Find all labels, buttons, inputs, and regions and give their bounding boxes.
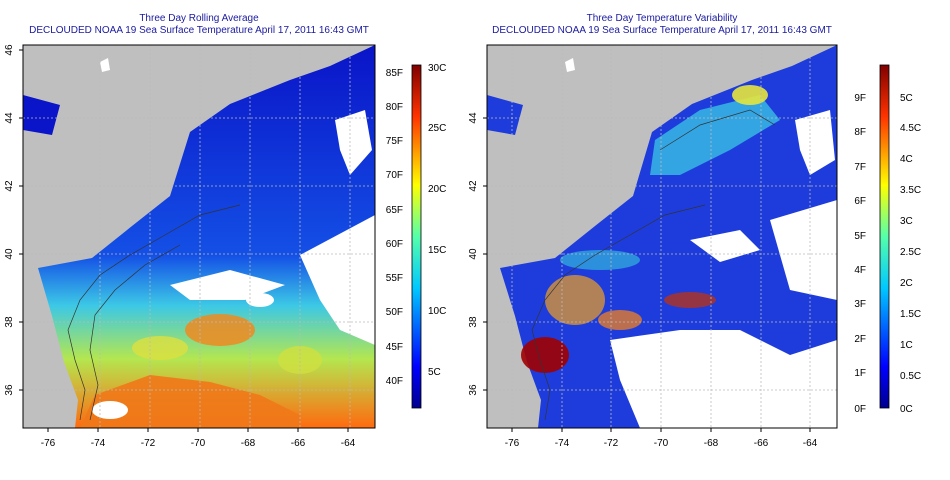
left-colorbar-c-label: 15C <box>428 245 446 256</box>
right-colorbar-f-label: 3F <box>854 299 866 310</box>
right-colorbar-c-label: 4.5C <box>900 123 921 134</box>
left-colorbar-c-label: 5C <box>428 367 441 378</box>
left-colorbar-f-label: 45F <box>386 342 403 353</box>
right-y-tick: 44 <box>468 112 479 124</box>
right-colorbar-c-label: 2C <box>900 278 913 289</box>
left-x-tick: -70 <box>191 438 206 449</box>
right-colorbar-f-label: 5F <box>854 231 866 242</box>
right-colorbar-f-label: 4F <box>854 265 866 276</box>
left-colorbar-f-label: 75F <box>386 136 403 147</box>
right-y-tick: 40 <box>468 248 479 260</box>
left-x-tick: -68 <box>241 438 256 449</box>
left-colorbar-f-label: 70F <box>386 170 403 181</box>
left-colorbar-f-label: 55F <box>386 273 403 284</box>
left-y-tick: 40 <box>4 248 15 260</box>
right-colorbar-c-label: 1C <box>900 340 913 351</box>
right-colorbar-f-label: 1F <box>854 368 866 379</box>
left-x-tick: -72 <box>141 438 156 449</box>
right-colorbar-c-label: 1.5C <box>900 309 921 320</box>
right-y-tick: 36 <box>468 384 479 396</box>
right-colorbar-c-label: 5C <box>900 93 913 104</box>
left-x-tick: -64 <box>341 438 356 449</box>
left-colorbar-f-label: 65F <box>386 205 403 216</box>
left-panel: Three Day Rolling Average DECLOUDED NOAA… <box>4 13 446 449</box>
right-colorbar-f-label: 7F <box>854 162 866 173</box>
right-x-tick: -76 <box>505 438 520 449</box>
right-x-tick: -74 <box>555 438 570 449</box>
left-panel-title: Three Day Rolling Average <box>139 13 259 24</box>
right-colorbar <box>879 64 890 409</box>
right-x-tick: -68 <box>704 438 719 449</box>
right-colorbar-f-label: 9F <box>854 93 866 104</box>
right-y-tick: 38 <box>468 316 479 328</box>
left-x-tick: -66 <box>291 438 306 449</box>
right-colorbar-c-label: 2.5C <box>900 247 921 258</box>
left-colorbar-f-label: 85F <box>386 68 403 79</box>
left-ocean <box>38 45 375 428</box>
left-y-tick: 38 <box>4 316 15 328</box>
left-y-tick: 44 <box>4 112 15 124</box>
right-colorbar-c-label: 0C <box>900 404 913 415</box>
right-colorbar-f-label: 8F <box>854 127 866 138</box>
left-colorbar-f-label: 40F <box>386 376 403 387</box>
left-colorbar-c-label: 25C <box>428 123 446 134</box>
right-x-tick: -72 <box>604 438 619 449</box>
left-panel-subtitle: DECLOUDED NOAA 19 Sea Surface Temperatur… <box>29 25 369 36</box>
right-colorbar-c-label: 3.5C <box>900 185 921 196</box>
left-map-area <box>23 45 375 428</box>
right-colorbar-f-label: 0F <box>854 404 866 415</box>
right-x-tick: -70 <box>654 438 669 449</box>
right-panel-title: Three Day Temperature Variability <box>587 13 738 24</box>
right-colorbar-c-label: 3C <box>900 216 913 227</box>
left-colorbar-f-label: 50F <box>386 307 403 318</box>
right-ocean <box>500 45 837 428</box>
left-colorbar-f-label: 80F <box>386 102 403 113</box>
right-colorbar-f-label: 2F <box>854 334 866 345</box>
left-y-tick: 46 <box>4 44 15 56</box>
left-colorbar-c-label: 30C <box>428 63 446 74</box>
right-colorbar-c-label: 0.5C <box>900 371 921 382</box>
left-x-tick: -74 <box>91 438 106 449</box>
right-panel: Three Day Temperature Variability DECLOU… <box>468 13 921 449</box>
right-map-area <box>487 45 837 428</box>
right-panel-subtitle: DECLOUDED NOAA 19 Sea Surface Temperatur… <box>492 25 832 36</box>
left-colorbar-f-label: 60F <box>386 239 403 250</box>
right-x-tick: -64 <box>803 438 818 449</box>
right-y-tick: 42 <box>468 180 479 192</box>
right-colorbar-c-label: 4C <box>900 154 913 165</box>
left-colorbar-c-label: 10C <box>428 306 446 317</box>
right-colorbar-f-label: 6F <box>854 196 866 207</box>
left-y-tick: 42 <box>4 180 15 192</box>
left-colorbar <box>411 64 422 409</box>
left-y-tick: 36 <box>4 384 15 396</box>
left-colorbar-c-label: 20C <box>428 184 446 195</box>
right-x-tick: -66 <box>754 438 769 449</box>
left-x-tick: -76 <box>41 438 56 449</box>
